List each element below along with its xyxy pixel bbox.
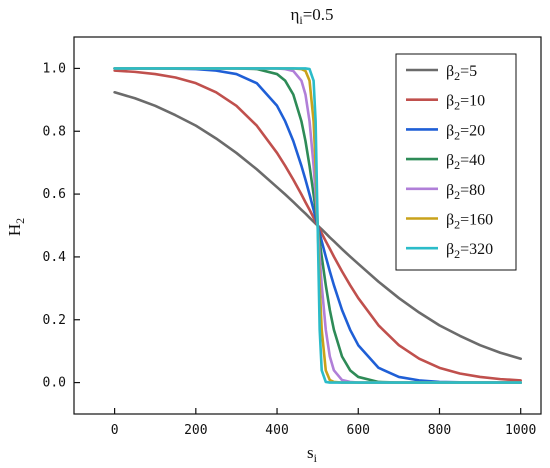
x-axis-label-main: s [307, 443, 314, 462]
y-tick-label: 0.8 [43, 124, 66, 139]
title-symbol: η [290, 5, 299, 24]
legend-entry-value: =20 [460, 122, 485, 139]
legend-entry: β2=40 [446, 152, 485, 172]
y-axis-label-subscript: 2 [13, 218, 27, 224]
legend-entry-symbol: β [446, 93, 454, 110]
x-tick-label: 400 [265, 423, 288, 438]
legend-entry-subscript: 2 [454, 247, 460, 261]
x-tick-label: 800 [428, 423, 451, 438]
title-subscript: i [299, 13, 303, 27]
ticks-layer: 0 200 400 600 800 1000 0.0 0.2 0.4 0.6 0.8 1.0 [43, 61, 537, 438]
y-tick-label: 0.2 [43, 313, 66, 328]
legend-entry-symbol: β [446, 122, 454, 139]
x-axis-label-subscript: i [314, 451, 318, 465]
x-tick-label: 600 [347, 423, 370, 438]
x-tick-label: 1000 [505, 423, 536, 438]
legend-entry: β2=80 [446, 182, 485, 202]
plot-area: 0 200 400 600 800 1000 0.0 0.2 0.4 0.6 0.8 1.0 [43, 36, 542, 438]
y-axis-label-main: H [5, 224, 24, 236]
legend-entry-value: =40 [460, 152, 485, 169]
y-axis-label: H2 [5, 218, 27, 236]
x-tick-label: 200 [184, 423, 207, 438]
legend-entry-value: =10 [460, 93, 485, 110]
legend-entry-symbol: β [446, 152, 454, 169]
plot-frame [73, 36, 542, 415]
legend-entry-value: =5 [460, 63, 477, 80]
chart-title: ηi=0.5 [290, 5, 333, 27]
legend-entry-value: =80 [460, 182, 485, 199]
x-axis-label: si [307, 443, 318, 465]
legend-entry-symbol: β [446, 63, 454, 80]
legend-entry-subscript: 2 [454, 218, 460, 232]
legend-entry-subscript: 2 [454, 188, 460, 202]
legend-entry: β2=320 [446, 241, 493, 261]
legend-entry-subscript: 2 [454, 158, 460, 172]
legend-entry-symbol: β [446, 241, 454, 258]
series-line-6 [113, 67, 523, 384]
x-tick-label: 0 [111, 423, 119, 438]
title-value: =0.5 [303, 5, 334, 24]
legend-entry-value: =160 [460, 212, 493, 229]
legend-entry-value: =320 [460, 241, 493, 258]
legend-entry: β2=160 [446, 212, 493, 232]
y-tick-label: 0.6 [43, 187, 66, 202]
legend-entry: β2=5 [446, 63, 477, 83]
y-tick-label: 0.0 [43, 376, 66, 391]
legend-entry-symbol: β [446, 212, 454, 229]
y-tick-label: 1.0 [43, 61, 66, 76]
legend-entry: β2=20 [446, 122, 485, 142]
legend-entry-subscript: 2 [454, 128, 460, 142]
legend-box [395, 53, 517, 271]
y-tick-label: 0.4 [43, 250, 67, 265]
legend-entry-subscript: 2 [454, 99, 460, 113]
legend-entry-symbol: β [446, 182, 454, 199]
legend-entry-subscript: 2 [454, 69, 460, 83]
legend-entry: β2=10 [446, 93, 485, 113]
series-layer [113, 67, 523, 384]
